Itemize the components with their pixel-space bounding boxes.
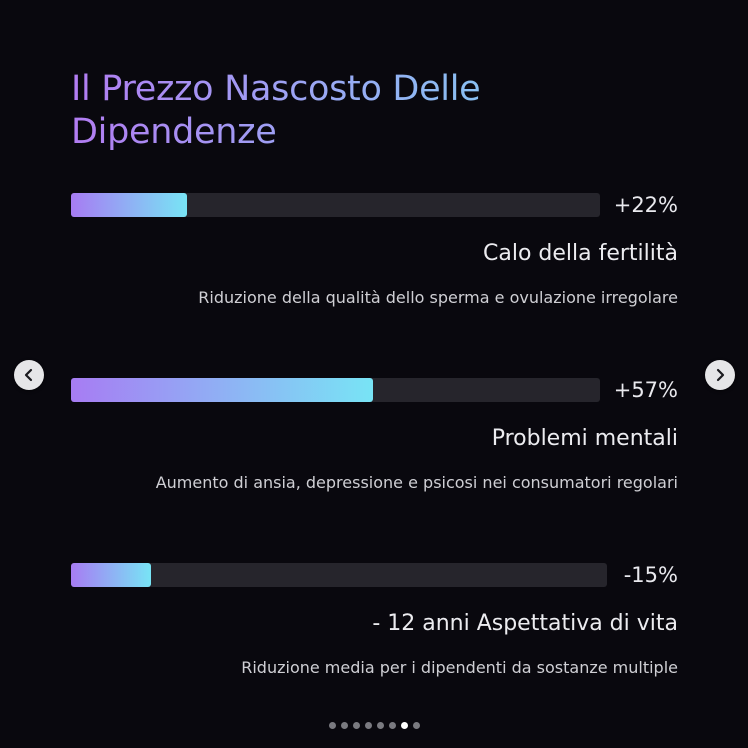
page-title: Il Prezzo Nascosto Delle Dipendenze xyxy=(71,68,631,154)
stat-value: -15% xyxy=(623,563,678,587)
stat-description: Aumento di ansia, depressione e psicosi … xyxy=(155,473,678,492)
progress-fill xyxy=(71,193,188,217)
stat-mental-health: +57% Problemi mentali Aumento di ansia, … xyxy=(71,378,678,492)
progress-fill xyxy=(71,563,152,587)
pagination-dot[interactable] xyxy=(388,722,396,729)
progress-track xyxy=(71,193,600,217)
pagination-dot[interactable] xyxy=(412,722,420,729)
chevron-right-icon xyxy=(716,368,725,382)
stat-title: Calo della fertilità xyxy=(482,241,678,266)
stat-description: Riduzione della qualità dello sperma e o… xyxy=(198,288,678,307)
prev-slide-button[interactable] xyxy=(14,360,44,390)
stat-fertility: +22% Calo della fertilità Riduzione dell… xyxy=(71,193,678,307)
chevron-left-icon xyxy=(24,368,33,382)
pagination-dot[interactable] xyxy=(376,722,384,729)
stat-title: - 12 anni Aspettativa di vita xyxy=(372,611,678,636)
stat-life-expectancy: -15% - 12 anni Aspettativa di vita Riduz… xyxy=(71,563,678,677)
stat-value: +22% xyxy=(613,193,678,217)
stat-value: +57% xyxy=(613,378,678,402)
pagination-dots xyxy=(0,722,748,729)
progress-track xyxy=(71,563,607,587)
pagination-dot[interactable] xyxy=(340,722,348,729)
progress-bar: +57% xyxy=(71,378,678,402)
pagination-dot[interactable] xyxy=(364,722,372,729)
pagination-dot[interactable] xyxy=(352,722,360,729)
pagination-dot[interactable] xyxy=(400,722,408,729)
stat-description: Riduzione media per i dipendenti da sost… xyxy=(241,658,678,677)
pagination-dot[interactable] xyxy=(328,722,336,729)
next-slide-button[interactable] xyxy=(705,360,735,390)
progress-fill xyxy=(71,378,373,402)
progress-track xyxy=(71,378,600,402)
stat-title: Problemi mentali xyxy=(491,426,678,451)
progress-bar: +22% xyxy=(71,193,678,217)
progress-bar: -15% xyxy=(71,563,678,587)
